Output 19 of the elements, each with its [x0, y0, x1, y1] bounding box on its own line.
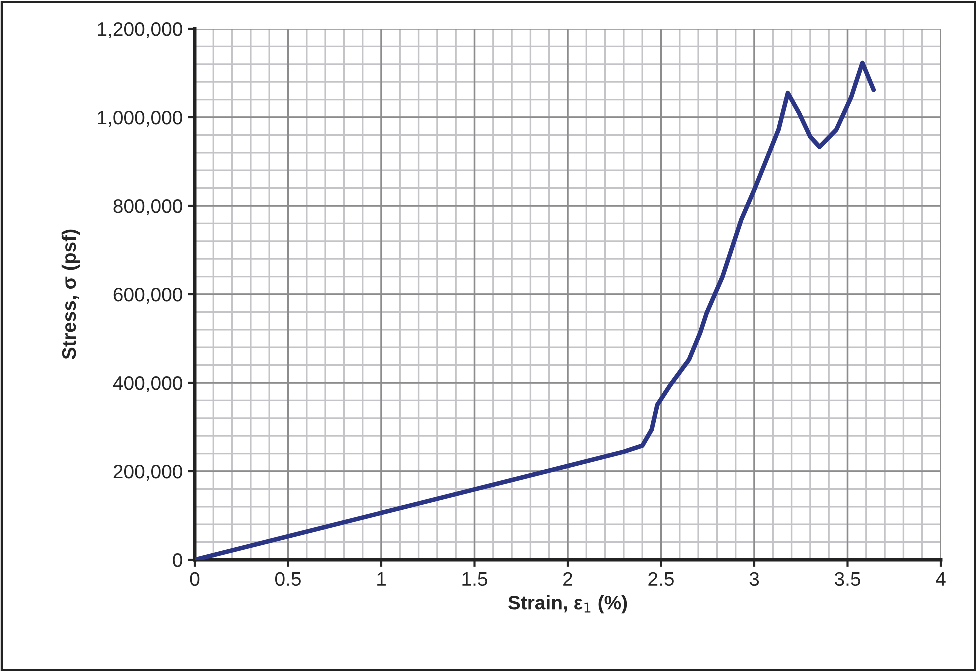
y-tick-label: 800,000 [114, 199, 182, 216]
x-tick-label: 0.5 [275, 572, 301, 586]
y-tick-label: 400,000 [113, 376, 182, 393]
y-tick-label: 600,000 [114, 288, 182, 304]
x-tick-label: 3.5 [834, 572, 860, 586]
x-tick-label: 2 [564, 572, 572, 586]
y-tick-label: 0 [173, 553, 182, 568]
x-tick-label: 2.5 [648, 572, 674, 586]
y-tick-label: 200,000 [114, 464, 182, 482]
line-series [195, 60, 876, 560]
y-axis-title: Stress, σ (psf) [62, 230, 80, 360]
x-axis-title: Strain, ε$_{1}$ (%) [508, 595, 628, 614]
x-tick-label: 3 [750, 572, 760, 586]
x-tick-label: 4 [936, 572, 946, 586]
x-tick-label: 0 [190, 572, 200, 586]
x-tick-label: 1 [378, 572, 386, 586]
y-tick-label: 1,000,000 [98, 110, 182, 128]
x-tick-label: 1.5 [462, 572, 488, 586]
y-tick-label: 1,200,000 [98, 22, 182, 39]
